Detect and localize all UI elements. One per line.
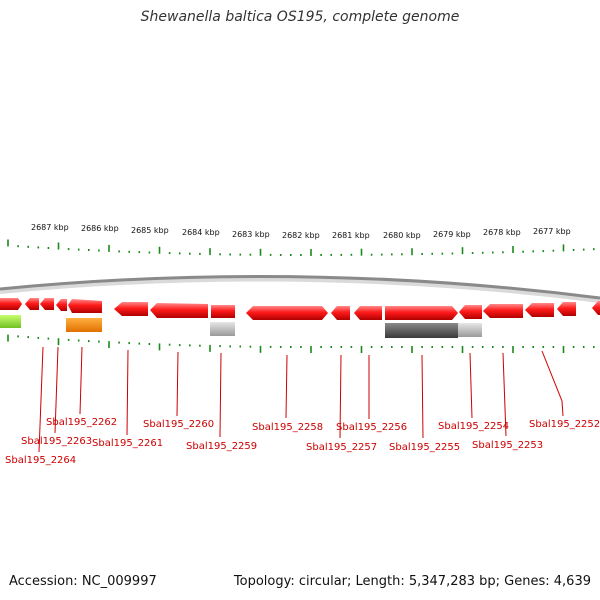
leader-line	[79, 346, 83, 415]
kbp-label: 2686 kbp	[81, 224, 119, 233]
accession-text: Accession: NC_009997	[9, 574, 157, 589]
tick-ruler-top	[7, 239, 595, 256]
gene-label[interactable]: Sbal195_2252	[529, 419, 600, 430]
feature-block-green[interactable]	[0, 315, 21, 328]
gene-arrow[interactable]	[557, 302, 576, 316]
gene-arrow[interactable]	[211, 305, 235, 318]
kbp-label: 2678 kbp	[483, 228, 521, 237]
gene-track	[0, 298, 600, 338]
gene-label[interactable]: Sbal195_2264	[5, 455, 76, 466]
kbp-label: 2677 kbp	[533, 227, 571, 236]
leader-line	[54, 346, 59, 434]
leader-line	[502, 352, 507, 437]
gene-label[interactable]: Sbal195_2253	[472, 440, 543, 451]
gene-label[interactable]: Sbal195_2258	[252, 422, 323, 433]
kbp-label: 2679 kbp	[433, 230, 471, 239]
leader-line	[285, 354, 288, 419]
gene-arrow[interactable]	[331, 306, 350, 320]
gene-arrow[interactable]	[483, 304, 523, 318]
genome-title: Shewanella baltica OS195, complete genom…	[140, 9, 460, 25]
kbp-label: 2680 kbp	[383, 231, 421, 240]
leader-line	[469, 352, 473, 419]
gene-label[interactable]: Sbal195_2259	[186, 441, 257, 452]
gene-labels: Sbal195_2262 Sbal195_2263 Sbal195_2264 S…	[5, 417, 600, 466]
gene-arrow[interactable]	[246, 306, 328, 320]
gene-label[interactable]: Sbal195_2256	[336, 422, 407, 433]
leader-line	[421, 354, 424, 439]
gene-label[interactable]: Sbal195_2257	[306, 442, 377, 453]
feature-block-orange[interactable]	[66, 318, 102, 332]
gene-label[interactable]: Sbal195_2263	[21, 436, 92, 447]
gene-arrow[interactable]	[354, 306, 382, 320]
gene-arrow[interactable]	[114, 302, 148, 316]
gene-label[interactable]: Sbal195_2255	[389, 442, 460, 453]
gene-label[interactable]: Sbal195_2254	[438, 421, 509, 432]
kbp-label: 2687 kbp	[31, 223, 69, 232]
gene-arrow[interactable]	[25, 298, 39, 310]
feature-block-dark[interactable]	[385, 323, 458, 338]
gene-arrow[interactable]	[0, 298, 22, 310]
leader-line	[541, 350, 564, 417]
gene-label[interactable]: Sbal195_2260	[143, 419, 214, 430]
gene-arrow[interactable]	[385, 306, 458, 320]
genome-summary-text: Topology: circular; Length: 5,347,283 bp…	[233, 574, 591, 589]
leader-line	[176, 351, 179, 417]
chromosome-backbone	[0, 274, 600, 300]
kbp-label: 2681 kbp	[332, 231, 370, 240]
chromosome-backbone-shadow	[0, 275, 600, 303]
gene-arrow[interactable]	[592, 301, 600, 315]
gene-arrow[interactable]	[40, 298, 54, 310]
gene-label-leaders	[38, 346, 564, 453]
kbp-label: 2685 kbp	[131, 226, 169, 235]
leader-line	[38, 346, 44, 453]
gene-label[interactable]: Sbal195_2261	[92, 438, 163, 449]
gene-arrow[interactable]	[68, 299, 102, 313]
feature-block-gray[interactable]	[458, 323, 482, 337]
gene-arrow[interactable]	[525, 303, 554, 317]
gene-arrow[interactable]	[56, 299, 67, 311]
leader-line	[219, 352, 222, 438]
gene-arrow[interactable]	[150, 303, 208, 318]
kbp-label: 2684 kbp	[182, 228, 220, 237]
tick-ruler-bottom	[7, 334, 595, 353]
gene-label[interactable]: Sbal195_2262	[46, 417, 117, 428]
coordinate-labels: 2687 kbp 2686 kbp 2685 kbp 2684 kbp 2683…	[31, 223, 571, 240]
gene-arrow[interactable]	[459, 305, 482, 319]
leader-line	[339, 354, 342, 439]
kbp-label: 2683 kbp	[232, 230, 270, 239]
feature-block-gray[interactable]	[210, 322, 235, 336]
kbp-label: 2682 kbp	[282, 231, 320, 240]
leader-line	[126, 349, 129, 436]
